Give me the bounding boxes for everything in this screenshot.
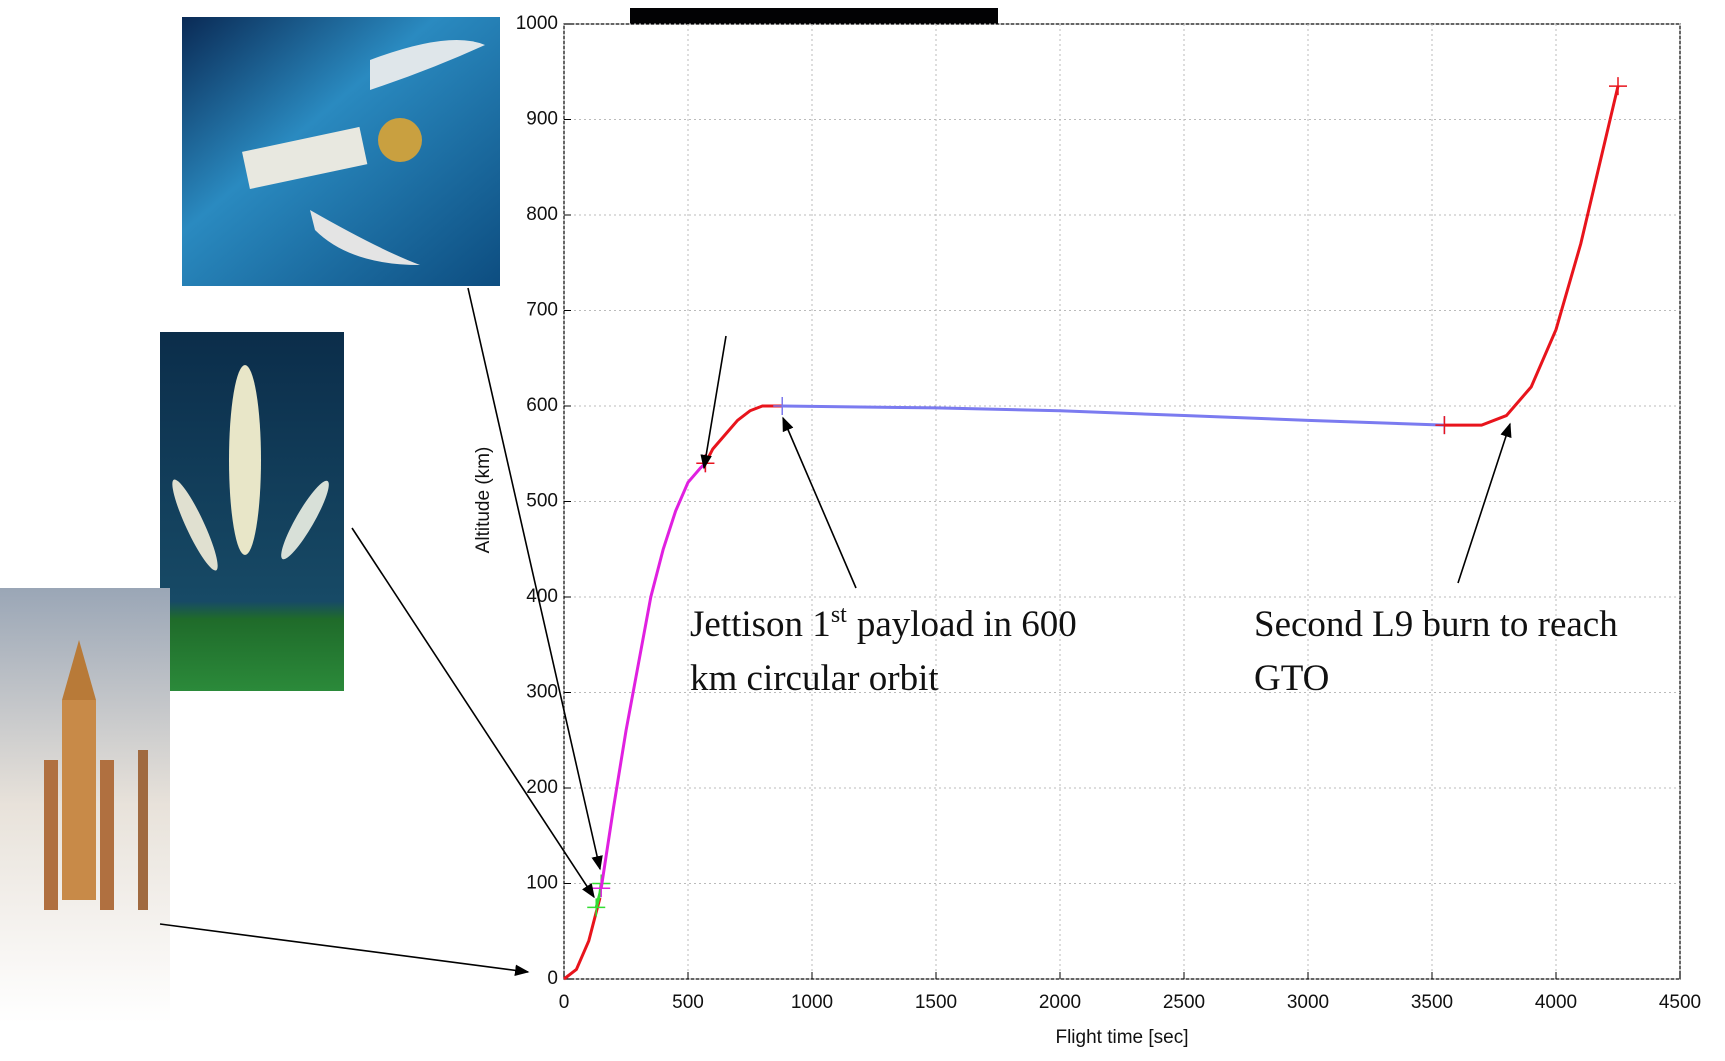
annotation: GTO bbox=[1254, 658, 1329, 699]
x-tick-label: 3000 bbox=[1287, 992, 1329, 1013]
x-axis-label: Flight time [sec] bbox=[1055, 1027, 1188, 1048]
plot-area bbox=[564, 24, 1680, 979]
annotation: Second L9 burn to reach bbox=[1254, 604, 1618, 645]
x-tick-label: 1500 bbox=[915, 992, 957, 1013]
photo-fairing bbox=[182, 17, 500, 286]
x-tick-label: 1000 bbox=[791, 992, 833, 1013]
x-tick-label: 2500 bbox=[1163, 992, 1205, 1013]
annotation: Jettison 1st payload in 600 bbox=[690, 602, 1077, 645]
photo-boosters bbox=[160, 332, 344, 691]
x-tick-label: 4500 bbox=[1659, 992, 1701, 1013]
y-axis-label: Altitude (km) bbox=[473, 447, 494, 554]
y-tick-label: 700 bbox=[526, 300, 558, 321]
annotation-text: Jettison 1 bbox=[690, 604, 831, 645]
x-tick-label: 3500 bbox=[1411, 992, 1453, 1013]
y-tick-label: 800 bbox=[526, 204, 558, 225]
annotation-text: payload in 600 bbox=[857, 604, 1077, 645]
x-tick-label: 4000 bbox=[1535, 992, 1577, 1013]
y-tick-label: 500 bbox=[526, 491, 558, 512]
y-tick-label: 200 bbox=[526, 777, 558, 798]
y-tick-label: 0 bbox=[547, 968, 558, 989]
y-tick-label: 900 bbox=[526, 109, 558, 130]
photo-launch bbox=[0, 588, 170, 1023]
y-tick-label: 600 bbox=[526, 395, 558, 416]
x-tick-label: 2000 bbox=[1039, 992, 1081, 1013]
y-tick-label: 100 bbox=[526, 873, 558, 894]
annotation-sup: st bbox=[831, 602, 847, 628]
y-tick-label: 400 bbox=[526, 586, 558, 607]
x-tick-label: 500 bbox=[672, 992, 704, 1013]
y-tick-label: 1000 bbox=[516, 13, 558, 34]
annotation: km circular orbit bbox=[690, 658, 939, 699]
y-tick-label: 300 bbox=[526, 682, 558, 703]
page: 0 500 1000 1500 2000 2500 3000 3500 4000 4500 0 100… bbox=[0, 0, 1725, 1061]
x-tick-label: 0 bbox=[559, 992, 570, 1013]
